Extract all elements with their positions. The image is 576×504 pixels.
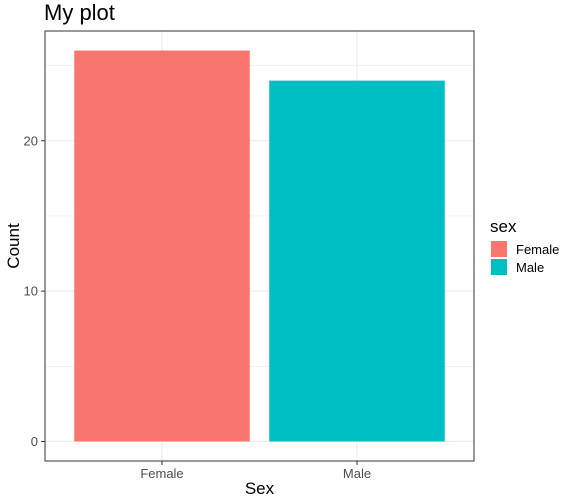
y-tick-label: 0	[31, 434, 38, 449]
legend-key-female	[491, 241, 507, 257]
bar-male	[269, 80, 445, 442]
legend: sex Female Male	[490, 217, 559, 275]
y-axis-ticks: 0 10 20	[24, 133, 45, 449]
y-tick-label: 20	[24, 133, 38, 148]
panel-border	[44, 30, 475, 462]
bar-female	[74, 50, 250, 442]
x-axis-ticks: Female Male	[140, 461, 371, 481]
x-tick-label: Male	[343, 466, 371, 481]
legend-label: Male	[516, 260, 544, 275]
legend-key-male	[491, 259, 507, 275]
legend-label: Female	[516, 242, 559, 257]
legend-entries: Female Male	[491, 241, 559, 275]
x-axis-title: Sex	[245, 479, 275, 498]
x-tick-label: Female	[140, 466, 183, 481]
plot-title: My plot	[44, 0, 115, 25]
y-tick-label: 10	[24, 284, 38, 299]
bars-group	[74, 50, 445, 442]
y-axis-title: Count	[4, 223, 23, 269]
legend-title: sex	[490, 217, 517, 236]
